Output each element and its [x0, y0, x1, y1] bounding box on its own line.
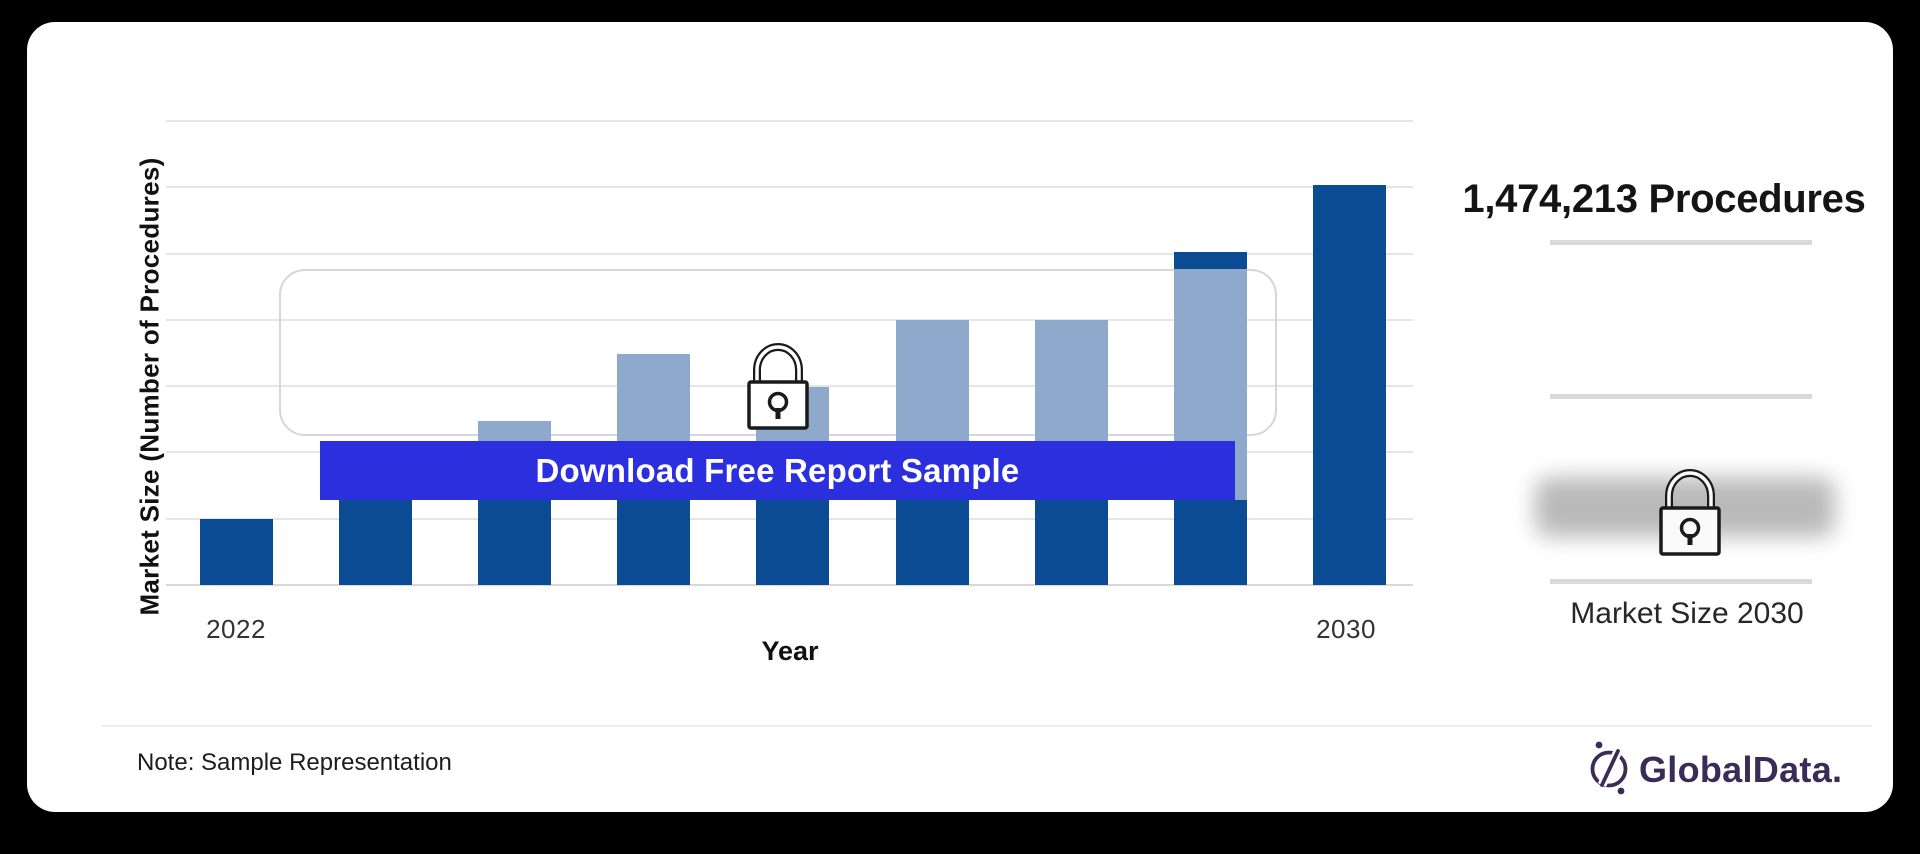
bar-2025-dark [617, 498, 691, 585]
bar-2024-dark [477, 498, 551, 585]
page-background: { "colors": { "background": "#000000", "… [27, 22, 1893, 812]
x-axis-label: Year [761, 636, 819, 666]
bar-2028-dark [1034, 498, 1108, 585]
x-tick-2030: 2030 [1316, 614, 1376, 644]
bar-2027-dark [895, 498, 969, 585]
gridline [166, 318, 1413, 321]
lock-icon [1659, 469, 1721, 556]
y-axis-label: Market Size (Number of Procedures) [134, 157, 165, 616]
market-size-caption: Market Size 2030 [1570, 597, 1804, 630]
panel-divider-top [1550, 240, 1812, 245]
bar-chart: Market Size (Number of Procedures) 2022 … [27, 22, 1920, 854]
download-sample-label: Download Free Report Sample [535, 451, 1020, 489]
report-card: Market Size (Number of Procedures) 2022 … [27, 22, 1893, 812]
bar-2022-dark [199, 518, 273, 585]
note-text: Note: Sample Representation [137, 749, 452, 776]
panel-divider-bottom [1550, 579, 1812, 584]
bar-2030-dark [1313, 185, 1387, 585]
gridline [166, 186, 1413, 189]
globaldata-logo-text: GlobalData. [1639, 749, 1843, 790]
bar-2026-dark [756, 498, 830, 585]
download-sample-button[interactable]: Download Free Report Sample [320, 441, 1235, 500]
gridline [166, 120, 1413, 122]
gridline [166, 252, 1413, 255]
footer-divider [102, 725, 1872, 727]
bar-2023-dark [338, 498, 412, 585]
panel-divider-middle [1550, 394, 1812, 399]
x-tick-2022: 2022 [206, 614, 266, 644]
x-axis-line [166, 584, 1413, 586]
globaldata-logo: GlobalData. [1585, 738, 1865, 802]
lock-icon [747, 343, 809, 430]
headline-procedures: 1,474,213 Procedures [1462, 177, 1866, 221]
globaldata-circle-slash-icon [1590, 741, 1628, 795]
